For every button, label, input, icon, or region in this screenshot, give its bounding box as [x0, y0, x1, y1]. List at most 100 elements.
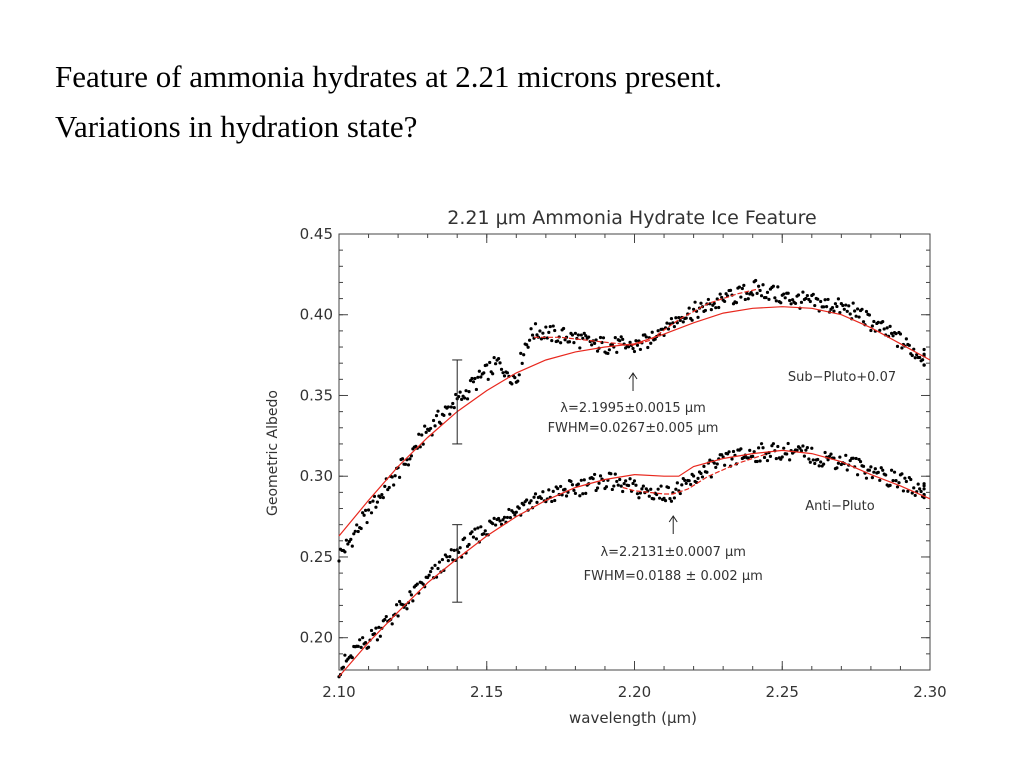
data-point [788, 458, 792, 462]
data-point [836, 461, 840, 465]
data-point [879, 466, 883, 470]
data-point [343, 653, 347, 657]
data-point [507, 507, 511, 512]
data-point [517, 506, 521, 510]
data-point [907, 343, 911, 347]
data-point [692, 307, 696, 311]
data-point [851, 301, 855, 305]
data-point [375, 638, 380, 642]
data-point [377, 625, 381, 629]
data-point [901, 489, 906, 493]
data-point [881, 319, 885, 324]
data-point [813, 461, 817, 466]
data-point [678, 318, 682, 323]
data-point [457, 550, 461, 554]
data-point [442, 413, 446, 417]
data-point [349, 537, 353, 541]
data-point [808, 299, 812, 304]
data-point [634, 483, 638, 487]
data-point [467, 389, 471, 394]
data-point [889, 331, 894, 336]
data-point [669, 316, 674, 321]
data-point [359, 526, 363, 531]
data-point [755, 291, 759, 295]
data-point [471, 380, 476, 384]
data-point [559, 484, 563, 489]
data-point [891, 478, 895, 483]
data-point [341, 665, 346, 669]
data-point [436, 566, 440, 571]
y-tick-label: 0.40 [300, 306, 333, 324]
data-point [496, 516, 501, 521]
data-point [581, 336, 585, 340]
data-point [801, 444, 805, 448]
data-point [514, 510, 518, 514]
data-point [854, 314, 858, 318]
data-point [598, 474, 603, 478]
data-point [590, 343, 594, 347]
data-point [392, 483, 396, 487]
data-point [731, 449, 736, 454]
data-point [801, 290, 805, 294]
data-point [448, 555, 452, 559]
data-point [448, 412, 452, 416]
data-point [891, 334, 895, 338]
data-point [714, 465, 718, 470]
data-point [576, 482, 580, 486]
data-point [593, 341, 597, 345]
data-point [465, 397, 470, 401]
data-point [473, 527, 477, 531]
data-point [864, 476, 869, 480]
data-point [405, 607, 409, 611]
data-point [706, 297, 710, 302]
annotation-lambda: λ=2.2131±0.0007 μm [600, 545, 746, 560]
data-point [790, 298, 795, 302]
data-point [610, 487, 614, 492]
data-point [662, 496, 666, 500]
data-point [356, 529, 360, 534]
data-point [658, 496, 662, 500]
data-point [408, 590, 412, 594]
data-point [869, 328, 873, 333]
data-point [434, 414, 439, 418]
plot-frame [338, 233, 931, 671]
data-point [782, 446, 786, 450]
feature-arrow-head [628, 372, 638, 380]
data-point [681, 320, 685, 324]
data-point [723, 299, 727, 304]
data-point [584, 334, 588, 338]
data-point [550, 499, 554, 504]
data-point [872, 319, 876, 324]
data-point [647, 494, 651, 498]
data-point [522, 353, 526, 357]
data-point [717, 305, 721, 310]
data-point [653, 337, 657, 341]
data-point [446, 405, 450, 409]
data-point [470, 376, 474, 381]
data-point [532, 495, 536, 499]
data-point [854, 456, 858, 461]
data-point [678, 491, 682, 496]
data-point [757, 284, 761, 288]
data-point [578, 346, 582, 350]
data-point [844, 303, 848, 307]
data-point [501, 518, 505, 522]
data-point [607, 348, 611, 352]
data-point [451, 401, 455, 406]
data-point [919, 489, 923, 494]
data-point [867, 468, 872, 472]
data-point [816, 457, 820, 462]
x-tick-label: 2.25 [766, 683, 799, 701]
data-point [355, 523, 359, 527]
data-point [449, 548, 453, 552]
data-point [491, 521, 495, 526]
data-point [584, 491, 588, 496]
data-point [746, 456, 750, 460]
data-point [666, 327, 671, 331]
data-point [761, 283, 765, 287]
data-point [758, 459, 762, 463]
fit-line [338, 306, 931, 537]
data-point [539, 496, 544, 501]
slide-line-1: Feature of ammonia hydrates at 2.21 micr… [55, 59, 723, 94]
data-point [742, 283, 746, 287]
